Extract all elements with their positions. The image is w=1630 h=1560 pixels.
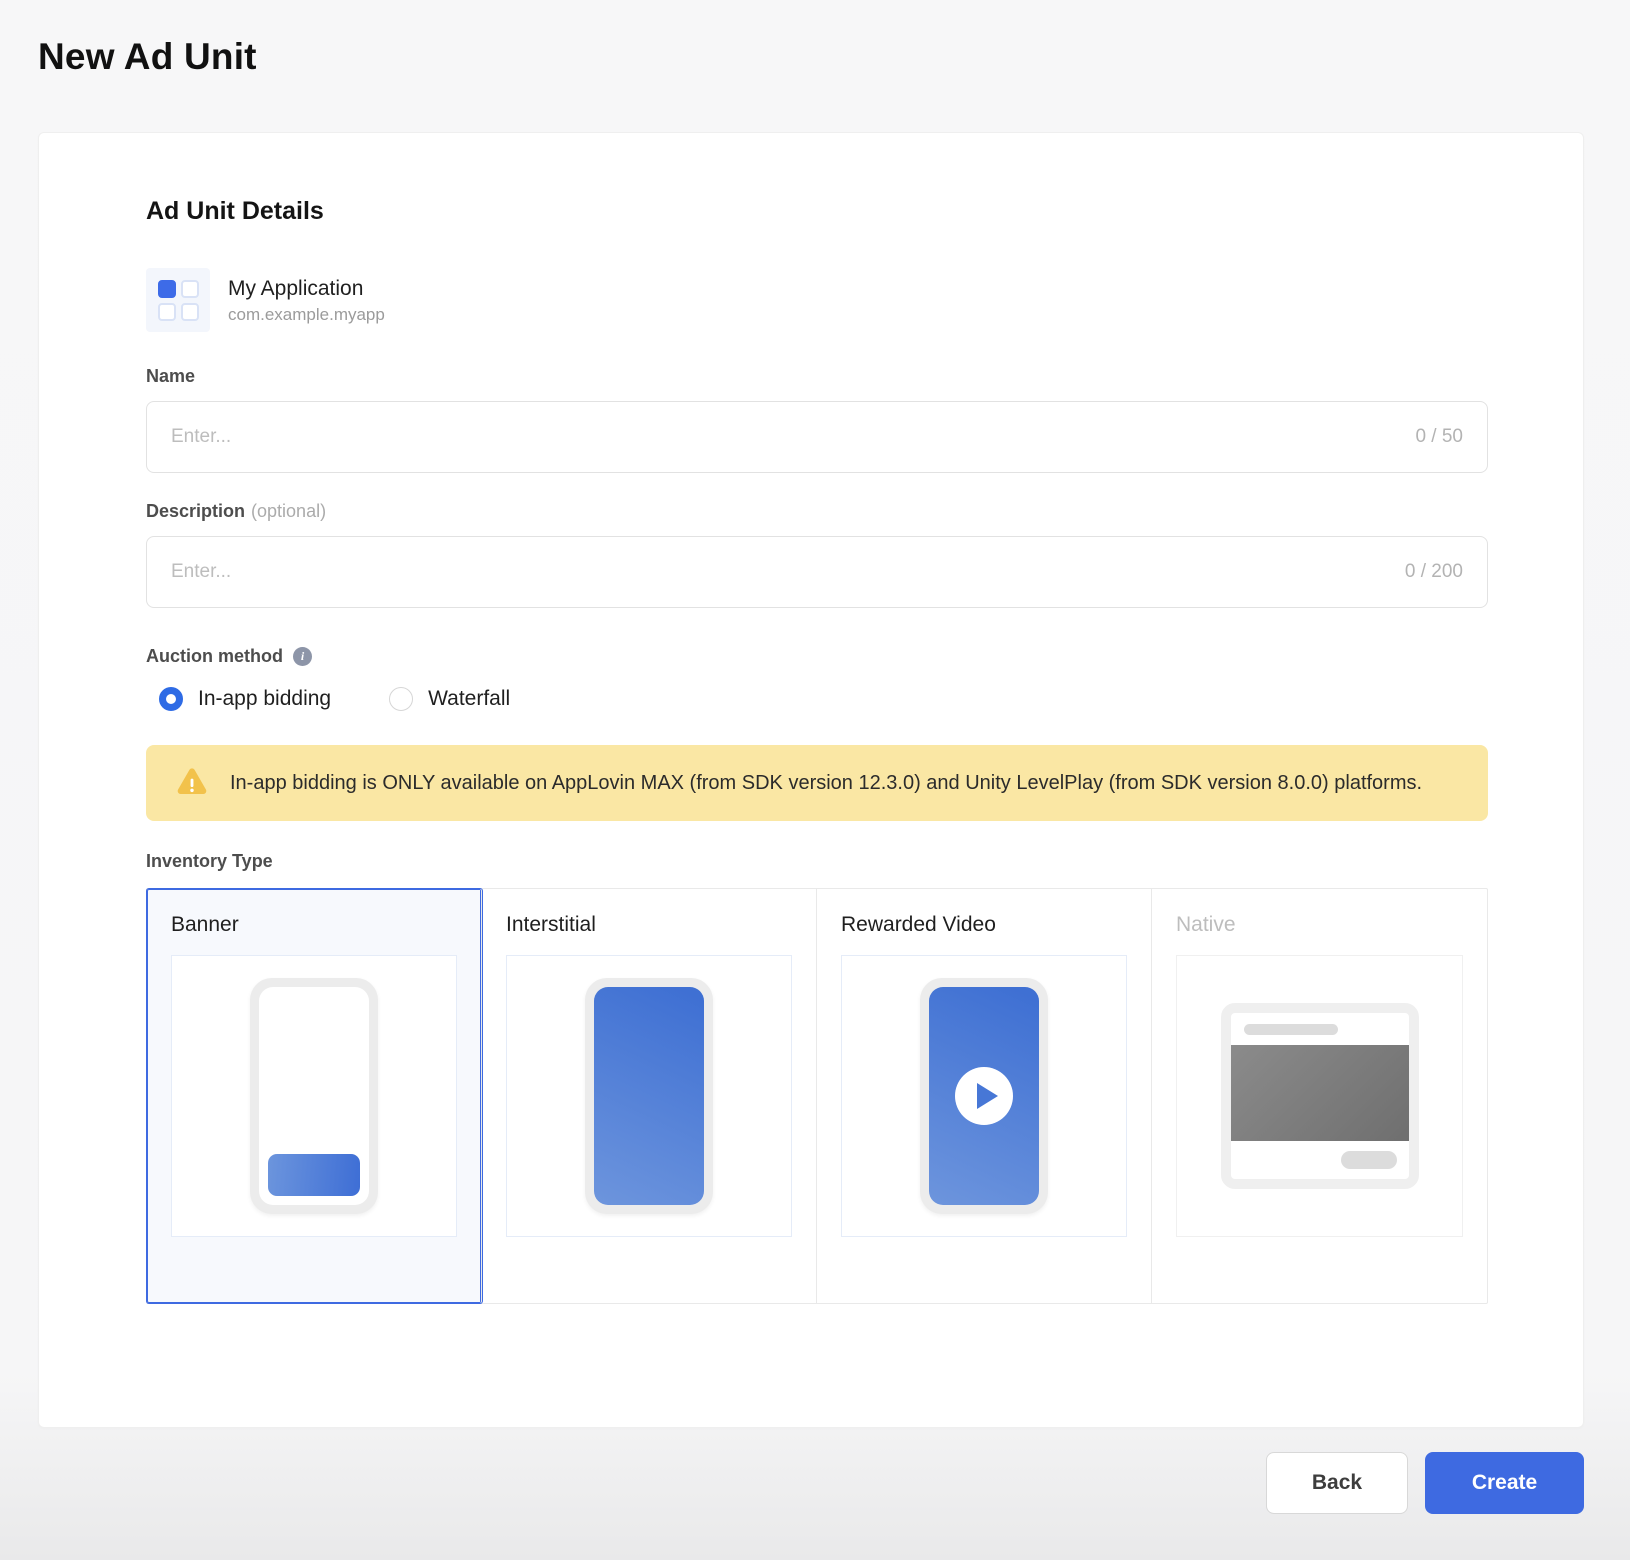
- interstitial-illustration: [506, 955, 792, 1237]
- radio-in-app-bidding-label: In-app bidding: [198, 687, 332, 710]
- page-title: New Ad Unit: [38, 36, 257, 77]
- description-label: Description (optional): [146, 501, 327, 521]
- banner-illustration: [171, 955, 457, 1237]
- footer-actions: Back Create: [38, 1452, 1584, 1514]
- radio-unselected-icon[interactable]: [389, 687, 414, 711]
- name-field: 0 / 50: [146, 401, 1488, 473]
- inventory-card-interstitial-label: Interstitial: [506, 913, 596, 936]
- back-button[interactable]: Back: [1266, 1452, 1408, 1514]
- auction-method-options: In-app bidding Waterfall: [146, 687, 1486, 711]
- interstitial-phone-icon: [585, 978, 713, 1214]
- warning-text: In-app bidding is ONLY available on AppL…: [230, 772, 1423, 794]
- app-icon: [146, 268, 210, 332]
- name-field-group: Name 0 / 50: [146, 366, 1488, 473]
- inventory-card-banner[interactable]: Banner: [147, 889, 482, 1303]
- description-char-counter: 0 / 200: [1404, 561, 1463, 582]
- optional-hint: (optional): [251, 501, 327, 521]
- auction-method-group: Auction method i In-app bidding Waterfal…: [146, 646, 1486, 711]
- rewarded-phone-icon: [920, 978, 1048, 1214]
- play-icon: [955, 1067, 1013, 1125]
- app-info: My Application com.example.myapp: [228, 275, 385, 324]
- banner-ad-strip: [268, 1154, 360, 1196]
- app-package: com.example.myapp: [228, 304, 385, 324]
- description-input[interactable]: [171, 561, 1389, 583]
- radio-waterfall[interactable]: Waterfall: [389, 687, 510, 711]
- ad-unit-details-card: Ad Unit Details My Application com.examp…: [38, 132, 1584, 1428]
- app-summary: My Application com.example.myapp: [146, 268, 1486, 332]
- description-field-group: Description(optional) 0 / 200: [146, 501, 1488, 608]
- radio-in-app-bidding[interactable]: In-app bidding: [159, 687, 331, 711]
- name-char-counter: 0 / 50: [1415, 426, 1463, 447]
- auction-method-label: Auction method: [146, 646, 283, 666]
- banner-phone-icon: [250, 978, 378, 1214]
- section-title: Ad Unit Details: [146, 197, 324, 225]
- in-app-bidding-warning-banner: In-app bidding is ONLY available on AppL…: [146, 745, 1488, 821]
- inventory-card-rewarded-video[interactable]: Rewarded Video: [817, 889, 1152, 1303]
- app-grid-icon: [157, 279, 199, 321]
- name-input[interactable]: [171, 426, 1400, 448]
- inventory-card-native: Native: [1152, 889, 1487, 1303]
- inventory-type-grid: Banner Interstitial: [146, 888, 1488, 1304]
- auction-method-label-row: Auction method i: [146, 646, 1486, 667]
- description-field: 0 / 200: [146, 536, 1488, 608]
- info-icon[interactable]: i: [293, 647, 312, 666]
- inventory-card-native-label: Native: [1176, 913, 1236, 936]
- warning-icon: [177, 768, 207, 795]
- inventory-card-interstitial[interactable]: Interstitial: [482, 889, 817, 1303]
- inventory-type-group: Inventory Type Banner Interstitial: [146, 851, 1488, 1304]
- native-ad-icon: [1220, 1003, 1419, 1189]
- inventory-card-rewarded-video-label: Rewarded Video: [841, 913, 996, 936]
- native-illustration: [1176, 955, 1463, 1237]
- create-button[interactable]: Create: [1425, 1452, 1584, 1514]
- radio-waterfall-label: Waterfall: [428, 687, 511, 710]
- radio-selected-icon[interactable]: [159, 687, 183, 711]
- inventory-card-banner-label: Banner: [171, 913, 239, 936]
- inventory-type-label: Inventory Type: [146, 851, 273, 871]
- name-label: Name: [146, 366, 196, 386]
- app-name: My Application: [228, 277, 364, 301]
- rewarded-video-illustration: [841, 955, 1127, 1237]
